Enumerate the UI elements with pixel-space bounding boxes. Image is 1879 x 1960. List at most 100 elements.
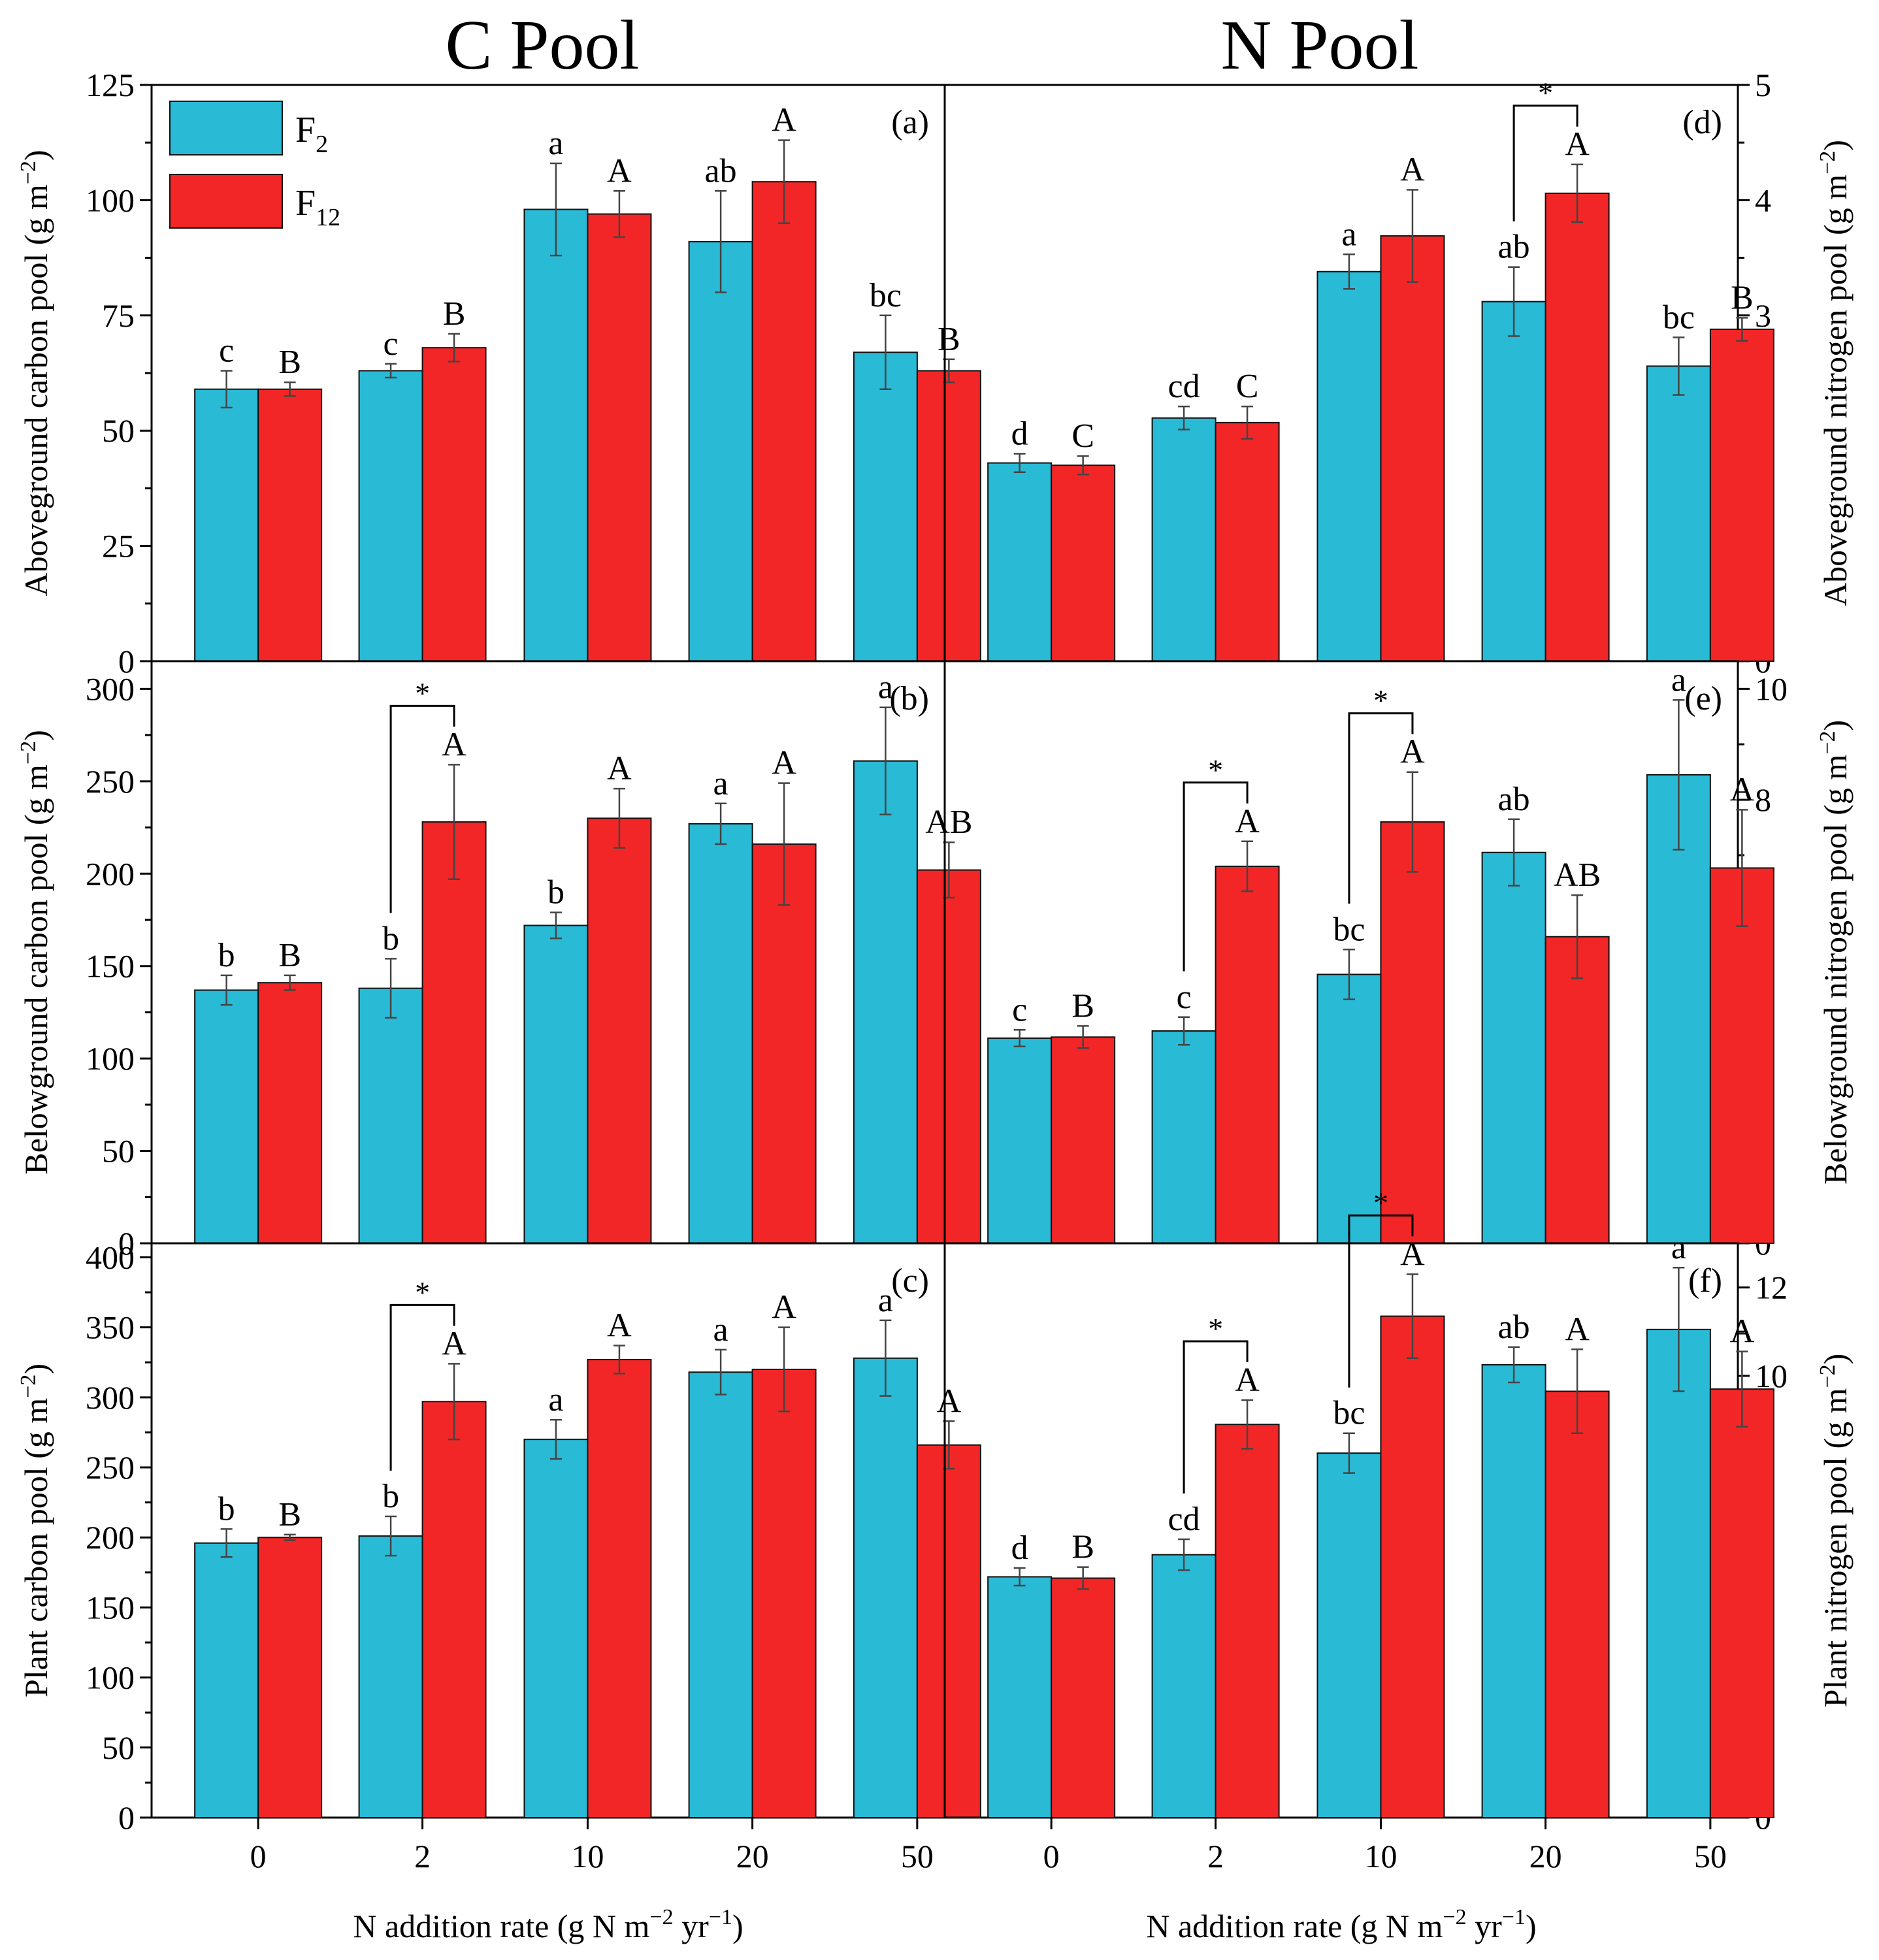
y-tick-label: 50 <box>102 1133 135 1169</box>
significance-letter: ab <box>1498 1309 1530 1346</box>
significance-bracket <box>1512 105 1578 221</box>
significance-star: * <box>415 1275 430 1309</box>
y-axis-title-part: Aboveground carbon pool (g m <box>18 184 54 596</box>
y-axis-title-part: ) <box>18 150 54 161</box>
y-tick-label: 10 <box>1755 670 1788 707</box>
bar-F2-2 <box>358 1535 423 1819</box>
y-axis-title: Aboveground carbon pool (g m−2) <box>16 150 54 596</box>
significance-letter: C <box>1071 417 1094 455</box>
significance-letter: A <box>1400 152 1425 189</box>
y-tick-label: 0 <box>118 1799 135 1836</box>
significance-letter: bc <box>1333 911 1365 948</box>
significance-star: * <box>1538 76 1553 110</box>
bar-F12-20 <box>751 1368 817 1818</box>
x-axis-title-part: ) <box>732 1908 743 1944</box>
x-tick-label: 2 <box>1207 1838 1224 1874</box>
x-axis-title-part: −1 <box>709 1905 732 1929</box>
significance-letter: B <box>1071 1529 1094 1566</box>
bar-F2-10 <box>1316 1452 1382 1818</box>
bar-F2-20 <box>688 240 753 662</box>
y-axis-title-part: Aboveground nitrogen pool (g m <box>1817 174 1854 606</box>
y-tick-label: 12 <box>1755 1269 1788 1306</box>
bar-F2-50 <box>853 351 918 662</box>
x-tick-label: 20 <box>736 1838 769 1874</box>
significance-letter: A <box>937 1382 962 1420</box>
y-tick-label: 10 <box>1755 1358 1788 1394</box>
x-axis-title-part: yr <box>1467 1908 1503 1944</box>
significance-letter: a <box>548 1381 563 1418</box>
y-tick-label: 150 <box>86 948 135 985</box>
y-axis-title-part: Plant nitrogen pool (g m <box>1817 1388 1854 1707</box>
significance-letter: d <box>1011 415 1028 452</box>
bar-F12-50 <box>1709 867 1774 1244</box>
significance-bracket <box>1348 1214 1414 1388</box>
bar-F2-20 <box>688 823 753 1244</box>
significance-letter: a <box>1671 1229 1686 1266</box>
significance-letter: A <box>772 102 796 139</box>
significance-letter: ab <box>1498 229 1530 266</box>
legend-label: F12 <box>295 183 340 231</box>
y-tick-label: 3 <box>1755 297 1771 334</box>
y-axis-title-part: Plant carbon pool (g m <box>18 1398 54 1697</box>
y-tick-label: 100 <box>86 1040 135 1077</box>
significance-letter: a <box>548 125 563 162</box>
bar-F2-0 <box>987 1576 1053 1818</box>
bar-F2-10 <box>1316 973 1382 1244</box>
significance-letter: a <box>1671 661 1686 698</box>
y-axis-title-superscript: −2 <box>16 741 41 764</box>
significance-letter: A <box>1730 771 1755 808</box>
y-axis-title: Plant nitrogen pool (g m−2) <box>1816 1354 1854 1708</box>
bar-F2-2 <box>1151 1030 1217 1245</box>
bar-F12-20 <box>1544 1390 1610 1818</box>
significance-star: * <box>1373 684 1388 717</box>
bar-F12-20 <box>751 181 817 662</box>
x-axis-title-part: −1 <box>1502 1905 1526 1929</box>
significance-letter: ab <box>1498 781 1530 818</box>
significance-letter: A <box>442 726 466 763</box>
x-axis-title-part: −2 <box>649 1905 673 1929</box>
bar-F2-2 <box>358 370 423 662</box>
significance-letter: C <box>1236 368 1259 405</box>
significance-bracket <box>1348 712 1414 904</box>
significance-letter: c <box>384 325 399 363</box>
significance-star: * <box>1208 1312 1223 1345</box>
bar-F2-20 <box>1481 851 1546 1245</box>
chart-panel-e: 0246810Belowground nitrogen pool (g m−2)… <box>943 660 1854 1262</box>
significance-letter: d <box>1011 1529 1028 1567</box>
bar-F12-10 <box>1380 1315 1445 1819</box>
significance-letter: A <box>607 750 632 787</box>
legend-label: F2 <box>295 110 328 158</box>
y-axis-title-part: ) <box>18 730 54 741</box>
legend-label-main: F <box>295 183 316 223</box>
significance-letter: AB <box>1554 857 1601 894</box>
x-axis-title-part: N addition rate (g N m <box>1146 1908 1443 1944</box>
y-axis-title-part: Belowground carbon pool (g m <box>18 764 54 1175</box>
x-axis-title: N addition rate (g N m−2 yr−1) <box>1146 1905 1536 1944</box>
significance-letter: A <box>607 1307 632 1345</box>
significance-letter: B <box>1071 987 1094 1024</box>
bar-F2-50 <box>1646 365 1711 662</box>
significance-letter: A <box>1730 1313 1755 1350</box>
bar-F2-0 <box>987 1037 1053 1244</box>
y-axis-title-superscript: −2 <box>16 1375 41 1398</box>
bar-F2-50 <box>1646 1328 1711 1818</box>
significance-letter: B <box>443 295 466 333</box>
y-axis-title-part: ) <box>1817 720 1854 731</box>
y-tick-label: 25 <box>102 528 135 564</box>
bar-F12-0 <box>1051 465 1116 662</box>
bar-F2-2 <box>1151 417 1217 662</box>
significance-letter: ab <box>705 152 737 189</box>
y-tick-label: 0 <box>118 1225 135 1262</box>
significance-letter: A <box>1235 1362 1260 1399</box>
y-axis-title-part: ) <box>1817 140 1854 151</box>
y-axis-title-part: Belowground nitrogen pool (g m <box>1817 755 1854 1184</box>
bar-F2-10 <box>523 924 589 1244</box>
significance-letter: A <box>1400 734 1425 771</box>
col-title-c-pool: C Pool <box>445 7 639 84</box>
bar-F12-0 <box>1051 1036 1116 1244</box>
significance-star: * <box>1373 1186 1388 1219</box>
significance-star: * <box>415 676 430 710</box>
panel-label: (c) <box>891 1262 929 1299</box>
